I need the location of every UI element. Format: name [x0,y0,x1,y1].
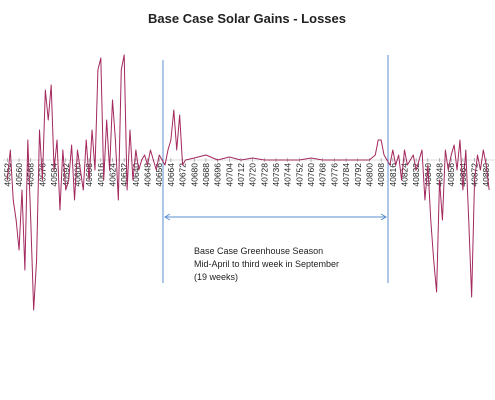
x-tick-label: 40768 [318,163,328,187]
x-tick-label: 40736 [271,163,281,187]
x-tick-label: 40824 [399,163,409,187]
x-tick-label: 40840 [423,163,433,187]
data-line [6,54,490,311]
x-tick-label: 40712 [236,163,246,187]
chart-title: Base Case Solar Gains - Losses [148,11,346,26]
x-tick-label: 40872 [470,163,480,187]
x-tick-label: 40760 [306,163,316,187]
x-tick-label: 40808 [376,163,386,187]
x-tick-label: 40832 [411,163,421,187]
x-tick-label: 40640 [131,163,141,187]
x-tick-label: 40752 [294,163,304,187]
x-tick-label: 40864 [458,163,468,187]
x-tick-label: 40848 [435,163,445,187]
annotation: (19 weeks) [194,272,238,282]
x-tick-label: 40680 [189,163,199,187]
annotation: Mid-April to third week in September [194,259,339,269]
x-tick-label: 40704 [224,163,234,187]
x-tick-label: 40600 [72,163,82,187]
x-tick-label: 40632 [119,163,129,187]
season-arrow [164,213,387,221]
x-tick-label: 40584 [49,163,59,187]
x-tick-label: 40800 [364,163,374,187]
x-tick-label: 40816 [388,163,398,187]
x-tick-label: 40728 [259,163,269,187]
x-tick-label: 40792 [353,163,363,187]
annotation: Base Case Greenhouse Season [194,246,323,256]
x-tick-label: 40664 [166,163,176,187]
x-tick-label: 40696 [213,163,223,187]
x-tick-label: 40784 [341,163,351,187]
x-tick-label: 40744 [283,163,293,187]
x-tick-label: 40552 [2,163,12,187]
x-tick-label: 40720 [248,163,258,187]
x-tick-label: 40592 [61,163,71,187]
x-tick-label: 40560 [14,163,24,187]
x-tick-label: 40616 [96,163,106,187]
x-tick-label: 40568 [26,163,36,187]
x-tick-label: 40880 [481,163,491,187]
x-tick-label: 40688 [201,163,211,187]
x-tick-label: 40672 [178,163,188,187]
x-tick-label: 40648 [143,163,153,187]
x-tick-label: 40656 [154,163,164,187]
x-tick-label: 40776 [329,163,339,187]
x-tick-label: 40856 [446,163,456,187]
x-tick-label: 40624 [107,163,117,187]
